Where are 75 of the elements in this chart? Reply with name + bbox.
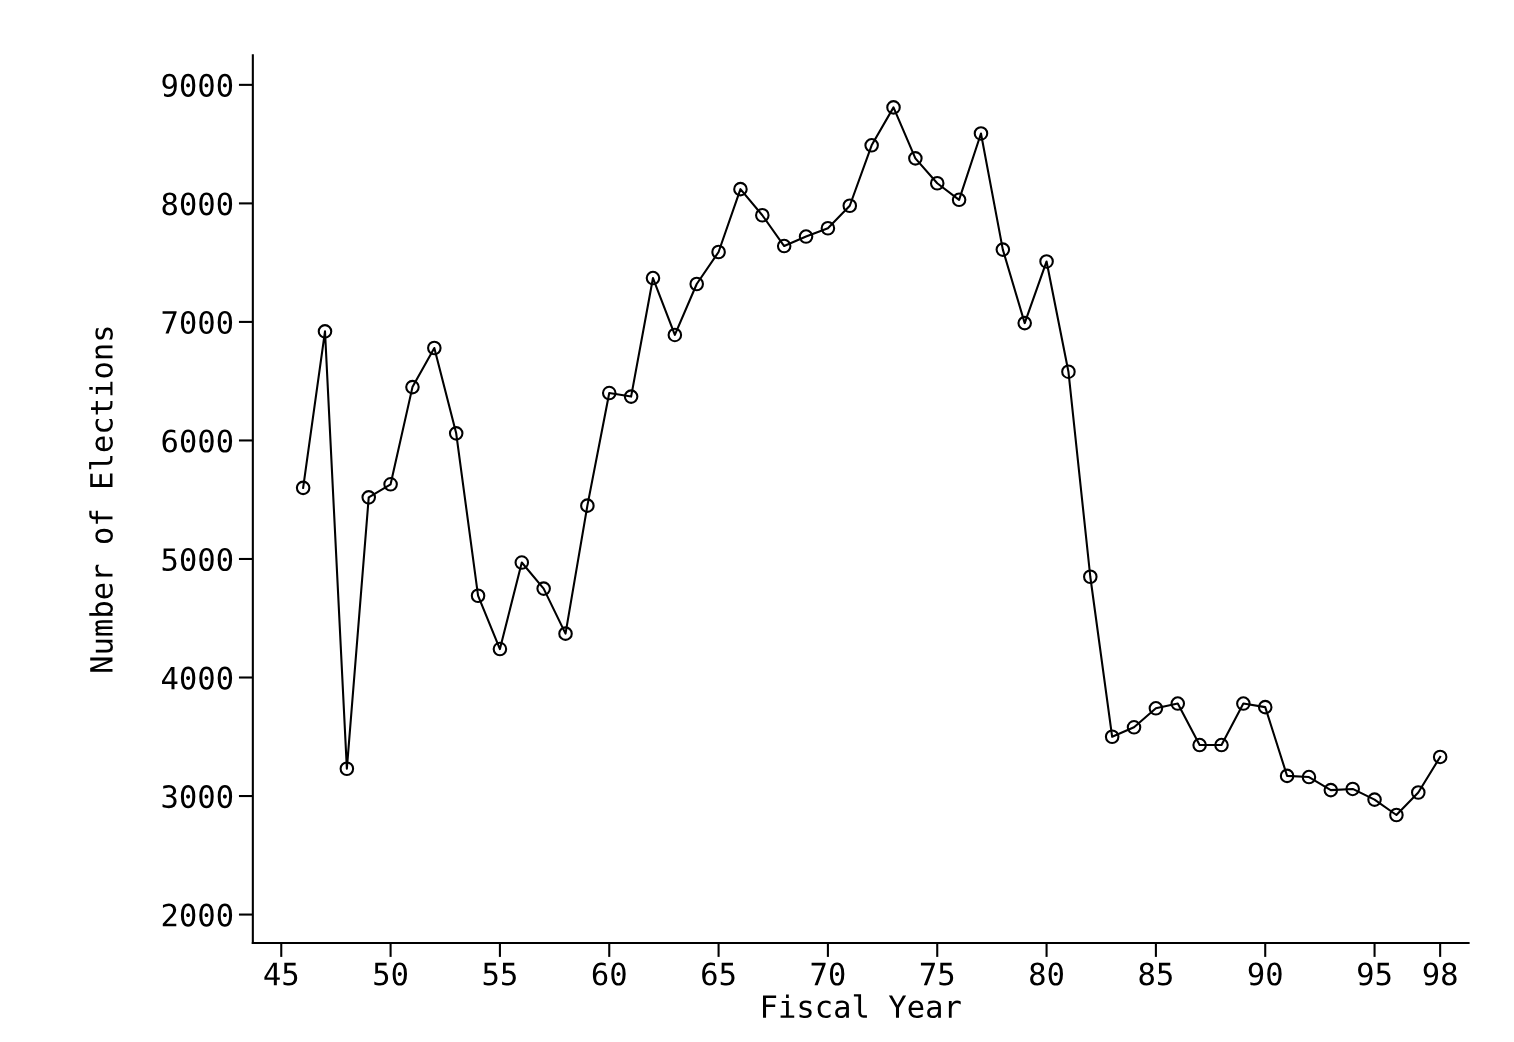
point bbox=[1236, 696, 1251, 711]
y-tick-label: 2000 bbox=[162, 903, 233, 927]
x-tick-label: 90 bbox=[1248, 962, 1282, 986]
point bbox=[1301, 769, 1317, 785]
point bbox=[908, 151, 923, 166]
point bbox=[580, 498, 595, 513]
point bbox=[317, 324, 333, 339]
point bbox=[558, 626, 573, 641]
point bbox=[1279, 768, 1295, 784]
point bbox=[1039, 254, 1054, 269]
point bbox=[1104, 729, 1120, 745]
x-tick-label: 45 bbox=[264, 962, 298, 986]
point bbox=[361, 490, 377, 505]
point bbox=[645, 270, 661, 286]
y-tick-label: 8000 bbox=[162, 192, 233, 216]
point bbox=[448, 426, 464, 441]
point bbox=[973, 126, 989, 141]
x-tick-label: 95 bbox=[1358, 962, 1391, 986]
y-tick-label: 4000 bbox=[162, 666, 233, 690]
y-axis-title: Number of Elections bbox=[89, 327, 113, 672]
point bbox=[886, 100, 901, 115]
point bbox=[733, 181, 748, 197]
point bbox=[1323, 782, 1339, 798]
point bbox=[295, 480, 311, 496]
point bbox=[995, 242, 1011, 257]
point bbox=[601, 385, 617, 401]
point bbox=[383, 477, 398, 492]
point bbox=[842, 198, 858, 214]
y-tick-label: 3000 bbox=[162, 785, 233, 809]
point bbox=[1367, 792, 1382, 807]
point bbox=[667, 327, 683, 343]
point bbox=[689, 276, 705, 292]
point bbox=[1432, 749, 1448, 765]
point bbox=[1061, 364, 1076, 379]
point bbox=[536, 581, 551, 596]
point bbox=[623, 389, 639, 404]
point bbox=[864, 138, 879, 153]
point bbox=[1389, 807, 1404, 823]
point bbox=[755, 207, 770, 223]
point bbox=[1170, 696, 1186, 711]
point bbox=[776, 238, 792, 254]
y-tick-label: 7000 bbox=[162, 310, 233, 335]
point bbox=[492, 641, 508, 657]
x-tick-label: 75 bbox=[920, 962, 954, 986]
point bbox=[514, 555, 530, 570]
point bbox=[339, 761, 355, 777]
point bbox=[427, 340, 442, 356]
x-tick-label: 70 bbox=[811, 962, 845, 986]
point bbox=[798, 229, 814, 244]
point bbox=[951, 192, 967, 208]
x-tick-label: 50 bbox=[374, 962, 408, 986]
point bbox=[1017, 315, 1032, 331]
point bbox=[1083, 569, 1098, 585]
x-tick-label: 98 bbox=[1423, 962, 1457, 986]
point bbox=[470, 588, 486, 604]
x-tick-label: 55 bbox=[483, 962, 516, 986]
x-tick-label: 85 bbox=[1139, 962, 1172, 986]
y-tick-label: 5000 bbox=[162, 547, 233, 572]
point bbox=[405, 379, 420, 395]
point bbox=[1192, 737, 1207, 753]
point bbox=[1257, 699, 1273, 715]
point bbox=[1345, 781, 1360, 797]
y-tick-label: 9000 bbox=[162, 73, 233, 97]
point bbox=[711, 244, 726, 260]
point bbox=[1148, 701, 1164, 716]
point bbox=[820, 220, 836, 236]
x-tick-label: 60 bbox=[592, 962, 626, 986]
x-axis-title: Fiscal Year bbox=[763, 994, 961, 1019]
point bbox=[1411, 785, 1426, 800]
point bbox=[1214, 737, 1229, 753]
x-tick-label: 80 bbox=[1030, 962, 1063, 986]
point bbox=[929, 175, 945, 191]
y-tick-label: 6000 bbox=[162, 429, 233, 453]
point bbox=[1126, 720, 1142, 735]
x-tick-label: 65 bbox=[702, 962, 735, 986]
